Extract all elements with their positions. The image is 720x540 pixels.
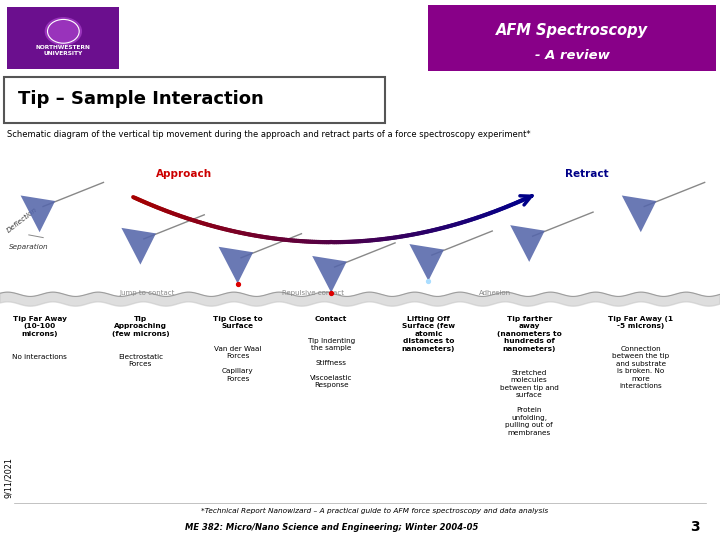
Polygon shape: [410, 244, 444, 281]
Text: AFM Spectroscopy: AFM Spectroscopy: [496, 23, 649, 38]
Text: Stretched
molecules
between tip and
surface

Protein
unfolding,
pulling out of
m: Stretched molecules between tip and surf…: [500, 370, 559, 436]
FancyBboxPatch shape: [4, 77, 385, 123]
Text: Tip
Approaching
(few microns): Tip Approaching (few microns): [112, 316, 169, 337]
Text: NORTHWESTERN
UNIVERSITY: NORTHWESTERN UNIVERSITY: [36, 45, 91, 56]
Text: - A review: - A review: [535, 49, 610, 62]
Polygon shape: [312, 256, 347, 293]
Text: *Technical Report Nanowizard – A practical guide to AFM force spectroscopy and d: *Technical Report Nanowizard – A practic…: [201, 508, 548, 515]
Text: Tip Far Away (1
-5 microns): Tip Far Away (1 -5 microns): [608, 316, 673, 329]
Polygon shape: [510, 225, 545, 262]
Text: Tip farther
away
(nanometers to
hundreds of
nanometers): Tip farther away (nanometers to hundreds…: [497, 316, 562, 352]
Text: Van der Waal
Forces

Capillary
Forces: Van der Waal Forces Capillary Forces: [214, 346, 261, 382]
Text: Contact: Contact: [315, 316, 347, 322]
Text: ★: ★: [59, 26, 68, 36]
Text: Connection
between the tip
and substrate
is broken. No
more
interactions: Connection between the tip and substrate…: [612, 346, 670, 389]
Text: Tip Far Away
(10-100
microns): Tip Far Away (10-100 microns): [13, 316, 66, 337]
Text: Tip Close to
Surface: Tip Close to Surface: [213, 316, 262, 329]
FancyBboxPatch shape: [7, 7, 119, 69]
Text: Separation: Separation: [9, 244, 49, 250]
Text: Approach: Approach: [156, 169, 212, 179]
Circle shape: [45, 18, 81, 45]
Text: Tip – Sample Interaction: Tip – Sample Interaction: [18, 90, 264, 109]
Text: Repulsive contact: Repulsive contact: [282, 290, 344, 296]
Text: 3: 3: [690, 520, 700, 534]
Text: Deflection: Deflection: [6, 207, 39, 234]
Polygon shape: [219, 247, 253, 284]
Text: Jump to contact: Jump to contact: [120, 290, 175, 296]
Text: Tip Indenting
the sample

Stiffness

Viscoelastic
Response: Tip Indenting the sample Stiffness Visco…: [307, 338, 355, 388]
Polygon shape: [122, 228, 156, 265]
Text: Electrostatic
Forces: Electrostatic Forces: [118, 354, 163, 367]
Text: 9/11/2021: 9/11/2021: [4, 457, 13, 498]
Text: Lifting Off
Surface (few
atomic
distances to
nanometers): Lifting Off Surface (few atomic distance…: [402, 316, 455, 352]
Text: No interactions: No interactions: [12, 354, 67, 360]
Text: Retract: Retract: [565, 169, 609, 179]
FancyBboxPatch shape: [428, 5, 716, 71]
Polygon shape: [21, 195, 55, 232]
Text: Schematic diagram of the vertical tip movement during the approach and retract p: Schematic diagram of the vertical tip mo…: [7, 130, 531, 139]
Polygon shape: [622, 195, 657, 232]
Text: Adhesion: Adhesion: [480, 290, 511, 296]
Text: ME 382: Micro/Nano Science and Engineering; Winter 2004-05: ME 382: Micro/Nano Science and Engineeri…: [184, 523, 478, 531]
